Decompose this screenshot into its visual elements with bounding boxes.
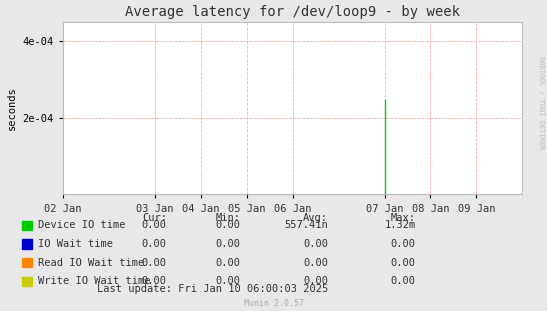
Text: 557.41n: 557.41n [284,220,328,230]
Title: Average latency for /dev/loop9 - by week: Average latency for /dev/loop9 - by week [125,5,460,19]
Text: 0.00: 0.00 [142,239,167,249]
Text: RRDTOOL / TOBI OETIKER: RRDTOOL / TOBI OETIKER [538,56,544,149]
Text: Last update: Fri Jan 10 06:00:03 2025: Last update: Fri Jan 10 06:00:03 2025 [97,284,328,294]
Text: 1.32m: 1.32m [385,220,416,230]
Text: Munin 2.0.57: Munin 2.0.57 [243,299,304,308]
Text: Cur:: Cur: [142,213,167,223]
Text: 0.00: 0.00 [391,258,416,268]
Text: 07 Jan: 07 Jan [366,204,403,214]
Text: Max:: Max: [391,213,416,223]
Text: Write IO Wait time: Write IO Wait time [38,276,151,286]
Text: 0.00: 0.00 [303,239,328,249]
Text: 0.00: 0.00 [216,239,241,249]
Text: 02 Jan: 02 Jan [44,204,82,214]
Text: 0.00: 0.00 [216,220,241,230]
Text: 0.00: 0.00 [303,258,328,268]
Text: 09 Jan: 09 Jan [458,204,495,214]
Text: 0.00: 0.00 [216,276,241,286]
Text: 06 Jan: 06 Jan [274,204,311,214]
Text: Min:: Min: [216,213,241,223]
Text: 05 Jan: 05 Jan [228,204,265,214]
Text: 03 Jan: 03 Jan [136,204,173,214]
Text: 0.00: 0.00 [391,276,416,286]
Text: Device IO time: Device IO time [38,220,126,230]
Text: Read IO Wait time: Read IO Wait time [38,258,144,268]
Text: 0.00: 0.00 [142,220,167,230]
Text: 0.00: 0.00 [391,239,416,249]
Text: Avg:: Avg: [303,213,328,223]
Text: 08 Jan: 08 Jan [412,204,449,214]
Text: IO Wait time: IO Wait time [38,239,113,249]
Text: 0.00: 0.00 [142,258,167,268]
Text: 0.00: 0.00 [142,276,167,286]
Text: 04 Jan: 04 Jan [182,204,219,214]
Text: 0.00: 0.00 [303,276,328,286]
Y-axis label: seconds: seconds [7,86,17,130]
Text: 0.00: 0.00 [216,258,241,268]
